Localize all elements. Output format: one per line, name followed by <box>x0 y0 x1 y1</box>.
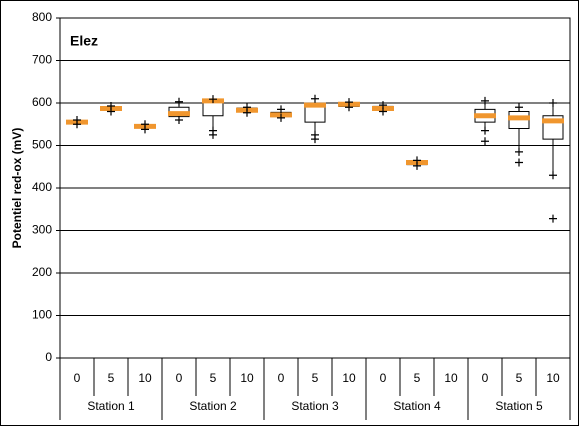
plus-marker <box>413 156 421 165</box>
y-tick-label: 700 <box>32 53 52 67</box>
group-label: Station 3 <box>291 399 339 413</box>
plus-marker <box>379 101 387 110</box>
x-tick-label: 5 <box>312 371 319 385</box>
group-label: Station 1 <box>87 399 135 413</box>
plus-marker <box>311 135 319 144</box>
plus-marker <box>175 97 183 106</box>
x-tick-label: 10 <box>546 371 560 385</box>
plus-marker <box>107 101 115 110</box>
plus-marker <box>515 103 523 112</box>
plus-marker <box>481 126 489 135</box>
y-tick-label: 200 <box>32 265 52 279</box>
group-label: Station 2 <box>189 399 237 413</box>
x-tick-label: 0 <box>176 371 183 385</box>
plus-marker <box>209 130 217 139</box>
chart-title: Elez <box>70 33 98 49</box>
plus-marker <box>549 99 557 107</box>
group-label: Station 5 <box>495 399 543 413</box>
plus-marker <box>549 171 557 180</box>
plus-marker <box>141 120 149 129</box>
plus-marker <box>549 214 557 223</box>
plus-marker <box>243 103 251 112</box>
plus-marker <box>515 147 523 156</box>
x-tick-label: 10 <box>240 371 254 385</box>
y-axis-label: Potentiel red-ox (mV) <box>10 128 24 249</box>
y-tick-label: 0 <box>45 350 52 364</box>
y-tick-label: 500 <box>32 138 52 152</box>
y-tick-label: 600 <box>32 95 52 109</box>
plus-marker <box>515 158 523 167</box>
y-tick-label: 800 <box>32 10 52 24</box>
plus-marker <box>209 95 217 104</box>
plus-marker <box>175 116 183 124</box>
x-tick-label: 5 <box>516 371 523 385</box>
y-tick-label: 400 <box>32 180 52 194</box>
x-tick-label: 0 <box>380 371 387 385</box>
plot-border <box>59 17 571 359</box>
x-tick-label: 0 <box>482 371 489 385</box>
x-tick-label: 10 <box>444 371 458 385</box>
plus-marker <box>277 113 285 122</box>
plus-marker <box>73 116 81 124</box>
plus-marker <box>277 105 285 114</box>
x-tick-label: 5 <box>108 371 115 385</box>
plus-marker <box>311 94 319 103</box>
plus-marker <box>345 98 353 107</box>
group-label: Station 4 <box>393 399 441 413</box>
plus-marker <box>481 137 489 146</box>
x-tick-label: 10 <box>342 371 356 385</box>
x-tick-label: 5 <box>414 371 421 385</box>
x-tick-label: 10 <box>138 371 152 385</box>
x-tick-label: 5 <box>210 371 217 385</box>
y-tick-label: 300 <box>32 223 52 237</box>
plus-marker <box>481 96 489 105</box>
y-tick-label: 100 <box>32 308 52 322</box>
x-tick-label: 0 <box>74 371 81 385</box>
x-tick-label: 0 <box>278 371 285 385</box>
